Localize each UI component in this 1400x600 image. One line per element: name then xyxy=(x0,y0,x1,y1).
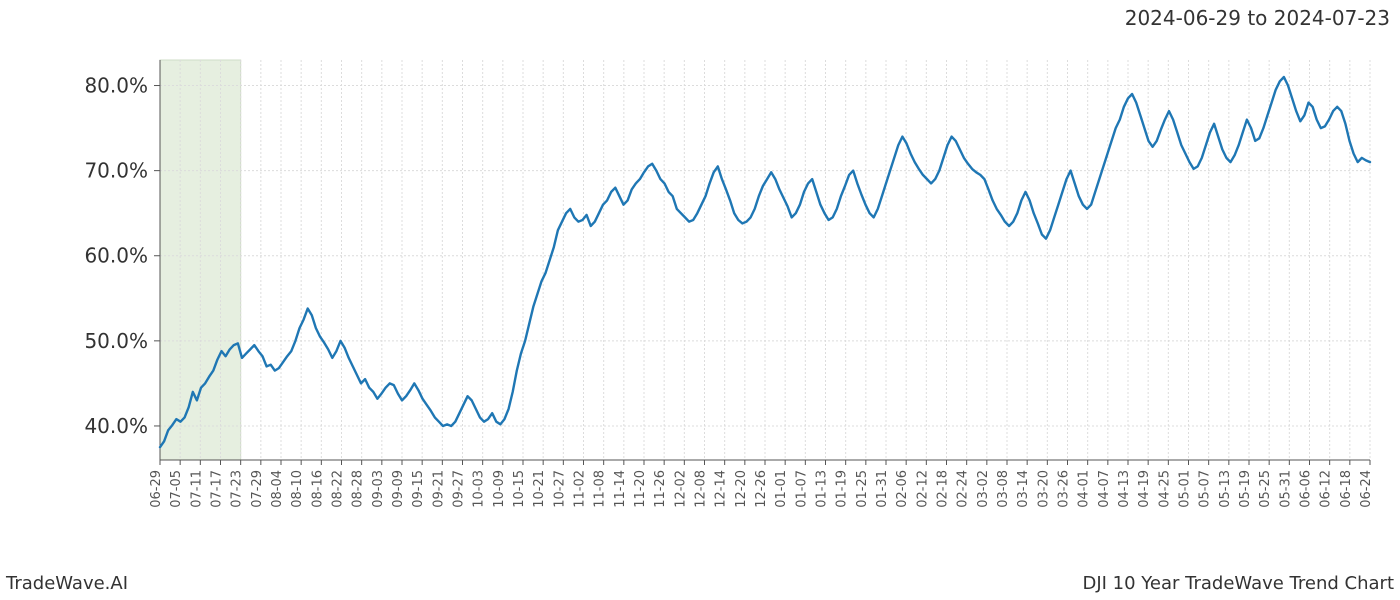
x-tick-label: 05-13 xyxy=(1218,470,1233,508)
x-tick-label: 07-17 xyxy=(210,470,225,508)
x-tick-label: 03-20 xyxy=(1036,470,1051,508)
x-tick-label: 06-12 xyxy=(1319,470,1334,508)
x-tick-label: 02-18 xyxy=(936,470,951,508)
x-tick-label: 11-14 xyxy=(613,470,628,508)
footer-brand: TradeWave.AI xyxy=(6,573,128,594)
x-tick-label: 05-31 xyxy=(1278,470,1293,508)
x-tick-label: 10-27 xyxy=(552,470,567,508)
x-tick-label: 08-10 xyxy=(290,470,305,508)
x-tick-label: 06-24 xyxy=(1359,470,1374,508)
y-tick-label: 80.0% xyxy=(84,74,148,98)
trend-chart-container: 2024-06-29 to 2024-07-23 40.0% 50.0% 60.0%… xyxy=(0,0,1400,600)
x-tick-label: 06-18 xyxy=(1339,470,1354,508)
x-tick-label: 01-07 xyxy=(794,470,809,508)
x-tick-label: 06-06 xyxy=(1299,470,1314,508)
x-tick-label: 11-20 xyxy=(633,470,648,508)
x-tick-label: 11-26 xyxy=(653,470,668,508)
x-tick-label: 10-15 xyxy=(512,470,527,508)
x-tick-label: 12-26 xyxy=(754,470,769,508)
trend-chart: 40.0% 50.0% 60.0% 70.0% 80.0% 06-29 07-05 07-11… xyxy=(0,0,1400,600)
x-tick-label: 04-07 xyxy=(1097,470,1112,508)
x-tick-label: 05-19 xyxy=(1238,470,1253,508)
x-tick-label: 06-29 xyxy=(149,470,164,508)
x-tick-label: 09-09 xyxy=(391,470,406,508)
x-tick-label: 11-08 xyxy=(593,470,608,508)
x-tick-label: 07-29 xyxy=(250,470,265,508)
x-tick-label: 03-02 xyxy=(976,470,991,508)
x-tick-label: 10-21 xyxy=(532,470,547,508)
x-tick-label: 01-13 xyxy=(815,470,830,508)
x-tick-label: 03-08 xyxy=(996,470,1011,508)
x-tick-label: 04-13 xyxy=(1117,470,1132,508)
x-tick-label: 09-27 xyxy=(452,470,467,508)
x-tick-label: 03-14 xyxy=(1016,470,1031,508)
x-tick-label: 01-19 xyxy=(835,470,850,508)
x-tick-label: 09-03 xyxy=(371,470,386,508)
y-tick-label: 50.0% xyxy=(84,329,148,353)
date-range-label: 2024-06-29 to 2024-07-23 xyxy=(1125,6,1390,30)
x-tick-label: 09-15 xyxy=(411,470,426,508)
x-tick-label: 12-02 xyxy=(673,470,688,508)
x-tick-label: 08-28 xyxy=(351,470,366,508)
y-tick-label: 40.0% xyxy=(84,414,148,438)
x-tick-label: 09-21 xyxy=(431,470,446,508)
x-tick-label: 07-23 xyxy=(230,470,245,508)
x-tick-label: 04-19 xyxy=(1137,470,1152,508)
x-tick-label: 02-12 xyxy=(915,470,930,508)
x-tick-label: 04-25 xyxy=(1157,470,1172,508)
x-tick-label: 12-08 xyxy=(694,470,709,508)
y-tick-label: 70.0% xyxy=(84,159,148,183)
x-tick-label: 03-26 xyxy=(1057,470,1072,508)
x-tick-label: 05-07 xyxy=(1198,470,1213,508)
x-tick-label: 08-22 xyxy=(331,470,346,508)
x-tick-label: 08-16 xyxy=(310,470,325,508)
x-tick-label: 07-11 xyxy=(189,470,204,508)
x-tick-label: 02-06 xyxy=(895,470,910,508)
footer-title: DJI 10 Year TradeWave Trend Chart xyxy=(1082,573,1394,594)
x-tick-label: 07-05 xyxy=(169,470,184,508)
y-tick-label: 60.0% xyxy=(84,244,148,268)
x-tick-label: 04-01 xyxy=(1077,470,1092,508)
x-tick-label: 02-24 xyxy=(956,470,971,508)
x-tick-label: 12-14 xyxy=(714,470,729,508)
x-tick-label: 10-03 xyxy=(472,470,487,508)
x-tick-label: 11-02 xyxy=(573,470,588,508)
x-tick-label: 01-01 xyxy=(774,470,789,508)
x-tick-label: 01-31 xyxy=(875,470,890,508)
x-tick-label: 05-25 xyxy=(1258,470,1273,508)
x-tick-label: 12-20 xyxy=(734,470,749,508)
x-tick-label: 01-25 xyxy=(855,470,870,508)
x-tick-label: 05-01 xyxy=(1178,470,1193,508)
x-tick-label: 10-09 xyxy=(492,470,507,508)
x-tick-label: 08-04 xyxy=(270,470,285,508)
